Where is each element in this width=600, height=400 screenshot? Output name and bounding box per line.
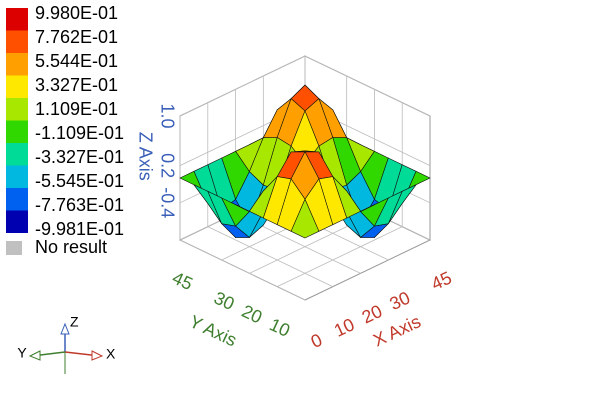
triad-y-arrow xyxy=(28,350,41,361)
triad-y-label: Y xyxy=(17,345,27,361)
colorbar-label: 1.109E-01 xyxy=(35,99,118,119)
z-tick-label: -0.4 xyxy=(157,187,177,218)
triad: X Y Z xyxy=(17,314,116,374)
colorbar-bin xyxy=(6,98,28,121)
y-tick-label: 30 xyxy=(211,288,238,315)
colorbar-bin xyxy=(6,75,28,98)
triad-x-label: X xyxy=(106,346,116,362)
colorbar-bin xyxy=(6,210,28,233)
y-tick-label: 45 xyxy=(169,268,196,295)
y-axis-title: Y Axis xyxy=(186,311,239,350)
x-tick-label: 10 xyxy=(331,314,358,341)
no-result-label: No result xyxy=(35,237,107,257)
colorbar-label: -5.545E-01 xyxy=(35,171,124,191)
z-axis-title: Z Axis xyxy=(135,132,155,181)
y-tick-label: 20 xyxy=(239,301,266,328)
colorbar-bin xyxy=(6,53,28,76)
colorbar-bin xyxy=(6,165,28,188)
no-result-swatch xyxy=(6,241,22,255)
colorbar-label: -9.981E-01 xyxy=(35,219,124,239)
y-tick-label: 10 xyxy=(266,314,293,341)
triad-x-arrow xyxy=(91,350,104,361)
colorbar-label: 9.980E-01 xyxy=(35,3,118,23)
surface xyxy=(179,84,431,239)
x-tick-label: 0 xyxy=(308,330,326,352)
surface-cell xyxy=(290,198,320,239)
colorbar-bin xyxy=(6,8,28,31)
grid-line xyxy=(277,226,403,288)
colorbar-label: -1.109E-01 xyxy=(35,123,124,143)
x-tick-label: 20 xyxy=(359,301,386,328)
colorbar-label: 7.762E-01 xyxy=(35,27,118,47)
colorbar-bin xyxy=(6,30,28,53)
triad-z-arrow xyxy=(60,322,70,335)
x-tick-label: 45 xyxy=(428,268,455,295)
z-tick-label: 1.0 xyxy=(157,103,177,128)
colorbar-label: -7.763E-01 xyxy=(35,195,124,215)
legend: 9.980E-01 7.762E-01 5.544E-01 3.327E-01 1.10… xyxy=(6,3,124,257)
colorbar-bin xyxy=(6,120,28,143)
colorbar-label: 5.544E-01 xyxy=(35,51,118,71)
triad-z-label: Z xyxy=(70,314,79,330)
grid-line xyxy=(179,55,306,117)
x-tick-label: 30 xyxy=(387,288,414,315)
colorbar-bin xyxy=(6,188,28,211)
colorbar-label: 3.327E-01 xyxy=(35,75,118,95)
grid-line xyxy=(179,239,306,301)
z-tick-label: 0.2 xyxy=(157,153,177,178)
grid-line xyxy=(304,55,431,117)
grid-line xyxy=(207,226,333,288)
colorbar-label: -3.327E-01 xyxy=(35,147,124,167)
colorbar-bin xyxy=(6,143,28,166)
